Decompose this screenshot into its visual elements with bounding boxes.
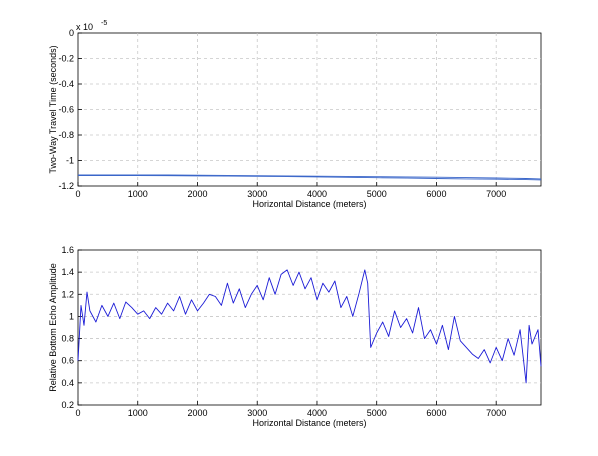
amp-x-tick-label: 1000 <box>128 408 148 418</box>
amp-x-tick-label: 4000 <box>307 408 327 418</box>
tt-x-axis-label: Horizontal Distance (meters) <box>252 199 366 209</box>
tt-x-tick-label: 5000 <box>367 189 387 199</box>
tt-x-tick-label: 3000 <box>247 189 267 199</box>
amp-x-axis-label: Horizontal Distance (meters) <box>252 418 366 428</box>
travel-time-axes: 0 1000 2000 3000 4000 5000 6000 7000 0 -0.2 -0.4 -0… <box>48 20 542 209</box>
amp-y-axis-label: Relative Bottom Echo Amplitude <box>48 263 58 392</box>
tt-y-tick-label: -1.2 <box>58 181 74 191</box>
tt-x-tick-label: 2000 <box>187 189 207 199</box>
tt-series-line-1 <box>78 174 542 180</box>
tt-y-tick-label: -0.6 <box>58 105 74 115</box>
tt-y-tick-label: -0.8 <box>58 130 74 140</box>
amp-x-tick-label: 3000 <box>247 408 267 418</box>
tt-y-exponent: -5 <box>101 20 107 27</box>
tt-x-tick-label: 1000 <box>128 189 148 199</box>
tt-y-tick-label: -0.4 <box>58 79 74 89</box>
amp-y-tick-label: 0.6 <box>61 356 74 366</box>
tt-y-tick-label: 0 <box>69 28 74 38</box>
echo-amplitude-axes: 0 1000 2000 3000 4000 5000 6000 7000 0.2 0.4 0.6 0.… <box>48 245 542 428</box>
amp-y-tick-label: 1 <box>69 311 74 321</box>
tt-x-tick-label: 4000 <box>307 189 327 199</box>
amp-plot-area <box>77 249 542 406</box>
tt-x-tick-label: 0 <box>75 189 80 199</box>
tt-plot-area <box>77 32 542 187</box>
amp-y-tick-label: 1.2 <box>61 289 74 299</box>
tt-y-multiplier: x 10 <box>76 22 93 32</box>
amp-x-tick-label: 5000 <box>367 408 387 418</box>
amp-x-tick-label: 6000 <box>426 408 446 418</box>
amp-series-line-1 <box>77 269 542 384</box>
tt-x-tick-label: 7000 <box>486 189 506 199</box>
amp-x-tick-label: 7000 <box>486 408 506 418</box>
tt-y-tick-label: -0.2 <box>58 54 74 64</box>
amp-x-tick-label: 2000 <box>187 408 207 418</box>
tt-y-tick-label: -1 <box>66 156 74 166</box>
amp-x-tick-label: 0 <box>75 408 80 418</box>
amp-y-tick-label: 0.2 <box>61 400 74 410</box>
amp-y-tick-label: 1.6 <box>61 245 74 255</box>
tt-series-line-2 <box>78 175 542 181</box>
tt-y-axis-label: Two-Way Travel Time (seconds) <box>48 45 58 173</box>
amp-y-tick-label: 0.4 <box>61 378 74 388</box>
amp-y-tick-label: 0.8 <box>61 334 74 344</box>
amp-y-tick-label: 1.4 <box>61 267 74 277</box>
tt-x-tick-label: 6000 <box>426 189 446 199</box>
